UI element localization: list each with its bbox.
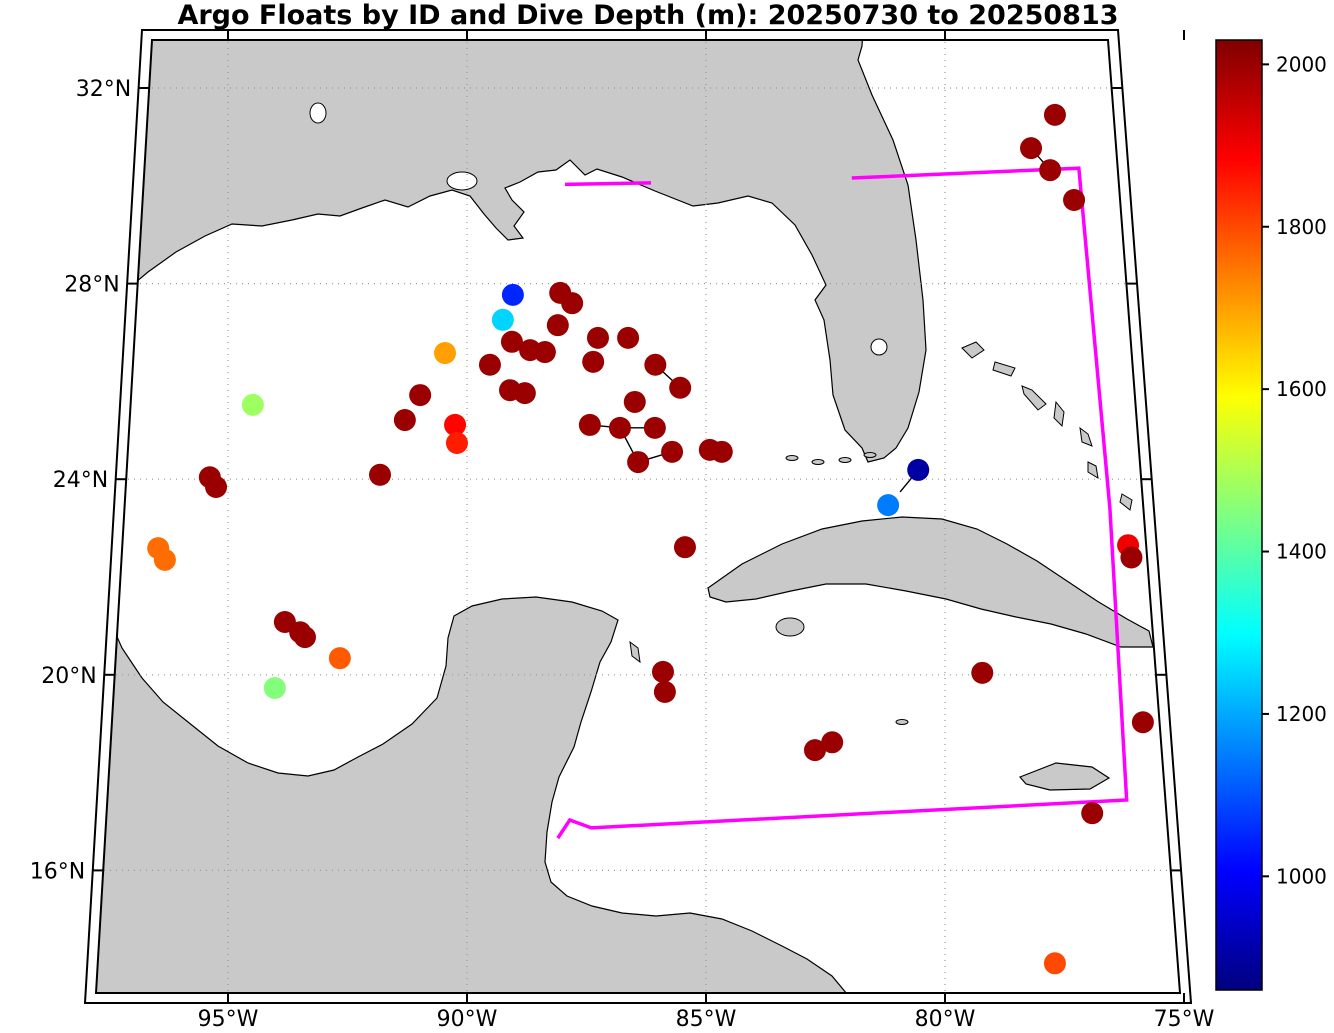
float-marker (546, 314, 569, 337)
float-marker (205, 476, 228, 499)
landmass-mainland (96, 40, 927, 993)
landmass-keys-islet (863, 452, 877, 458)
float-marker (533, 341, 556, 364)
float-marker (369, 463, 392, 486)
float-marker (821, 731, 844, 754)
float-marker (623, 390, 646, 413)
lat-tick-label: 32°N (76, 77, 131, 102)
landmass-jamaica (1018, 762, 1111, 791)
float-marker (1020, 137, 1043, 160)
colorbar-gradient (1215, 39, 1263, 991)
landmass-bahamas-islet (961, 341, 985, 359)
landmass-bahamas-islet (1079, 426, 1093, 447)
colorbar-tick-label: 1800 (1276, 215, 1327, 239)
map-frame: 32°N 28°N 24°N 20°N 16°N 95°W 90°W 85°W 80°W 75°W (30, 29, 1215, 1032)
float-marker (643, 416, 666, 439)
region-outline (556, 166, 1129, 840)
lon-tick-label: 85°W (676, 1007, 737, 1032)
lat-tick-label: 28°N (64, 273, 119, 298)
float-marker (478, 353, 501, 376)
landmass-cozumel (629, 640, 641, 664)
float-marker (1063, 188, 1086, 211)
float-marker (651, 660, 674, 683)
float-marker (803, 739, 826, 762)
landmass-cayman (895, 719, 909, 725)
float-marker (328, 647, 351, 670)
lon-tick-label: 80°W (915, 1007, 976, 1032)
landmass-bahamas-islet (1147, 464, 1159, 478)
float-marker (445, 432, 468, 455)
lat-tick-label: 16°N (30, 859, 85, 884)
float-marker (444, 413, 467, 436)
float-marker (434, 342, 457, 365)
float-marker (1043, 952, 1066, 975)
lon-tick-label: 75°W (1154, 1007, 1215, 1032)
colorbar: 1000 1200 1400 1600 1800 2000 (1215, 39, 1327, 991)
float-marker (153, 548, 176, 571)
colorbar-tick-label: 1600 (1276, 377, 1327, 401)
lat-tick-label: 20°N (41, 664, 96, 689)
landmass-bahamas-islet (992, 361, 1016, 377)
float-marker (1131, 711, 1154, 734)
landmass-bahamas-islet (1053, 400, 1065, 428)
map-layer (96, 40, 1180, 993)
colorbar-tick-label: 1000 (1276, 864, 1327, 888)
float-marker (608, 416, 631, 439)
lake-okeechobee (870, 338, 888, 356)
lon-tick-label: 95°W (198, 1007, 259, 1032)
float-marker (710, 440, 733, 463)
landmass-keys-islet (785, 455, 799, 461)
region-outline-coast-segment (564, 181, 652, 187)
colorbar-tick-label: 1200 (1276, 702, 1327, 726)
landmass-bahamas-islet (1087, 461, 1099, 479)
float-marker (653, 680, 676, 703)
landmass-bahamas-islet (1119, 493, 1133, 511)
float-marker (491, 308, 514, 331)
colorbar-tick-label: 2000 (1276, 52, 1327, 76)
float-marker (644, 353, 667, 376)
lon-tick-label: 90°W (437, 1007, 498, 1032)
float-marker (393, 409, 416, 432)
float-marker (1039, 159, 1062, 182)
float-marker (1043, 103, 1066, 126)
float-marker (661, 440, 684, 463)
float-marker (971, 661, 994, 684)
float-marker (513, 382, 536, 405)
float-marker (241, 393, 264, 416)
chart-title: Argo Floats by ID and Dive Depth (m): 20… (177, 0, 1118, 31)
float-marker (907, 458, 930, 481)
float-marker (500, 330, 523, 353)
float-marker (578, 413, 601, 436)
float-marker (1120, 546, 1143, 569)
float-marker (293, 626, 316, 649)
lake-inland (309, 102, 327, 124)
landmass-keys-islet (811, 459, 825, 465)
float-marker (877, 494, 900, 517)
landmass-isla-juventud (775, 617, 805, 637)
colorbar-tick-label: 1400 (1276, 540, 1327, 564)
landmass-bahamas-islet (1021, 385, 1047, 411)
lake-pontchartrain (446, 171, 478, 191)
float-marker (501, 283, 524, 306)
landmass-keys-islet (838, 457, 852, 463)
float-marker (627, 451, 650, 474)
float-marker (586, 326, 609, 349)
float-marker (409, 384, 432, 407)
float-marker (263, 677, 286, 700)
float-marker (673, 536, 696, 559)
float-marker (617, 326, 640, 349)
float-marker (561, 292, 584, 315)
float-marker (582, 350, 605, 373)
float-marker (669, 376, 692, 399)
map-border-outer (83, 29, 1193, 1004)
float-marker (1081, 802, 1104, 825)
lat-tick-label: 24°N (53, 468, 108, 493)
